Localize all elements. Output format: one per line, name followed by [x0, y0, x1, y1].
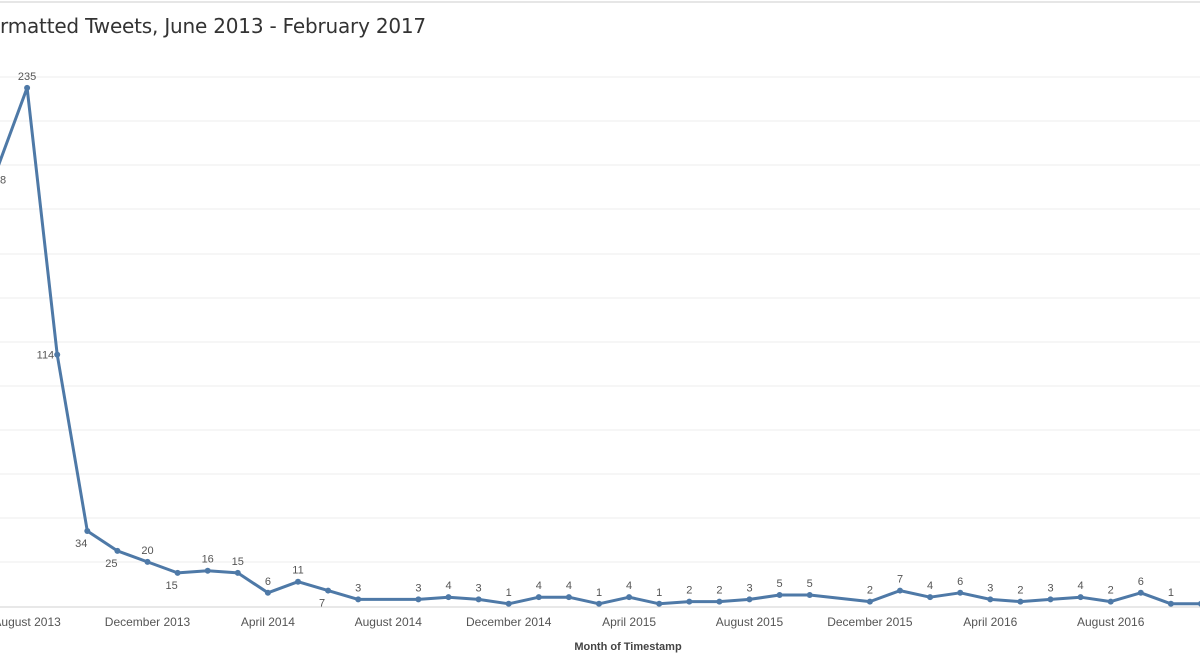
- data-label: 4: [536, 580, 542, 592]
- data-label: 3: [746, 582, 752, 594]
- x-tick-label: December 2014: [466, 615, 552, 629]
- data-point: [204, 567, 211, 574]
- data-point: [24, 84, 31, 91]
- data-point: [264, 589, 271, 596]
- x-tick-label: December 2015: [827, 615, 913, 629]
- data-label: 3: [987, 582, 993, 594]
- data-label: 7: [897, 574, 903, 586]
- x-tick-label: April 2016: [963, 615, 1017, 629]
- data-point: [1017, 598, 1024, 605]
- data-label: 4: [566, 580, 572, 592]
- data-point: [1047, 596, 1054, 603]
- data-label: 8: [0, 174, 6, 186]
- data-point: [1107, 598, 1114, 605]
- data-label: 15: [232, 556, 244, 568]
- data-point: [746, 596, 753, 603]
- data-label: 2: [1017, 585, 1023, 597]
- data-point: [174, 569, 181, 576]
- data-label: 7: [319, 598, 325, 610]
- data-point: [445, 594, 452, 601]
- data-point: [84, 528, 91, 535]
- data-label: 4: [626, 580, 632, 592]
- data-label: 114: [37, 350, 55, 362]
- data-point: [716, 598, 723, 605]
- x-axis-title: Month of Timestamp: [574, 641, 682, 653]
- data-label: 3: [415, 582, 421, 594]
- data-point: [114, 547, 121, 554]
- data-label: 25: [105, 558, 117, 570]
- data-label: 1: [656, 587, 662, 599]
- data-label: 2: [1108, 585, 1114, 597]
- x-tick-label: August 2015: [716, 615, 784, 629]
- x-tick-label: April 2015: [602, 615, 656, 629]
- data-label: 3: [1047, 582, 1053, 594]
- chart-title: ormatted Tweets, June 2013 - February 20…: [0, 14, 426, 38]
- series-line: [0, 86, 1200, 606]
- x-tick-label: August 2016: [1077, 615, 1145, 629]
- data-point: [776, 591, 783, 598]
- x-tick-label: April 2014: [241, 615, 295, 629]
- data-point: [626, 594, 633, 601]
- data-point: [415, 596, 422, 603]
- gridlines: [0, 1, 1200, 563]
- data-label: 6: [957, 576, 963, 588]
- data-point: [505, 600, 512, 607]
- x-tick-label: December 2013: [105, 615, 191, 629]
- data-point: [144, 558, 151, 565]
- data-point: [656, 600, 663, 607]
- data-point: [54, 351, 61, 358]
- data-label: 2: [686, 585, 692, 597]
- data-label: 4: [927, 580, 933, 592]
- data-label: 4: [445, 580, 451, 592]
- data-point: [234, 569, 241, 576]
- data-label: 1: [506, 587, 512, 599]
- data-label: 5: [777, 578, 783, 590]
- data-label: 3: [476, 582, 482, 594]
- data-label: 16: [202, 554, 214, 566]
- data-point: [927, 594, 934, 601]
- data-point: [686, 598, 693, 605]
- data-point: [1167, 600, 1174, 607]
- data-label: 3: [355, 582, 361, 594]
- data-point: [475, 596, 482, 603]
- data-point: [806, 591, 813, 598]
- data-label: 6: [265, 576, 271, 588]
- data-label: 15: [165, 580, 177, 592]
- data-label: 11: [292, 565, 303, 577]
- tick-labels: August 2013 December 2013 April 2014 August…: [0, 615, 1145, 629]
- data-point: [355, 596, 362, 603]
- data-point: [535, 594, 542, 601]
- data-point: [565, 594, 572, 601]
- data-label: 235: [18, 71, 36, 83]
- x-tick-label: August 2013: [0, 615, 61, 629]
- data-point: [1137, 589, 1144, 596]
- data-point: [596, 600, 602, 607]
- data-label: 34: [75, 538, 87, 550]
- data-label: 6: [1138, 576, 1144, 588]
- data-point: [866, 598, 873, 605]
- data-label: 4: [1078, 580, 1084, 592]
- data-point: [987, 596, 994, 603]
- data-point: [957, 589, 964, 596]
- data-label: 20: [141, 545, 153, 557]
- data-label: 2: [716, 585, 722, 597]
- data-label: 1: [596, 587, 602, 599]
- data-label: 1: [1168, 587, 1174, 599]
- data-point: [295, 578, 301, 585]
- x-tick-label: August 2014: [355, 615, 423, 629]
- data-point: [897, 587, 903, 594]
- data-point: [325, 587, 332, 594]
- series-layer: [0, 84, 1200, 607]
- data-point: [1077, 594, 1084, 601]
- data-label: 5: [807, 578, 813, 590]
- data-label: 2: [867, 585, 873, 597]
